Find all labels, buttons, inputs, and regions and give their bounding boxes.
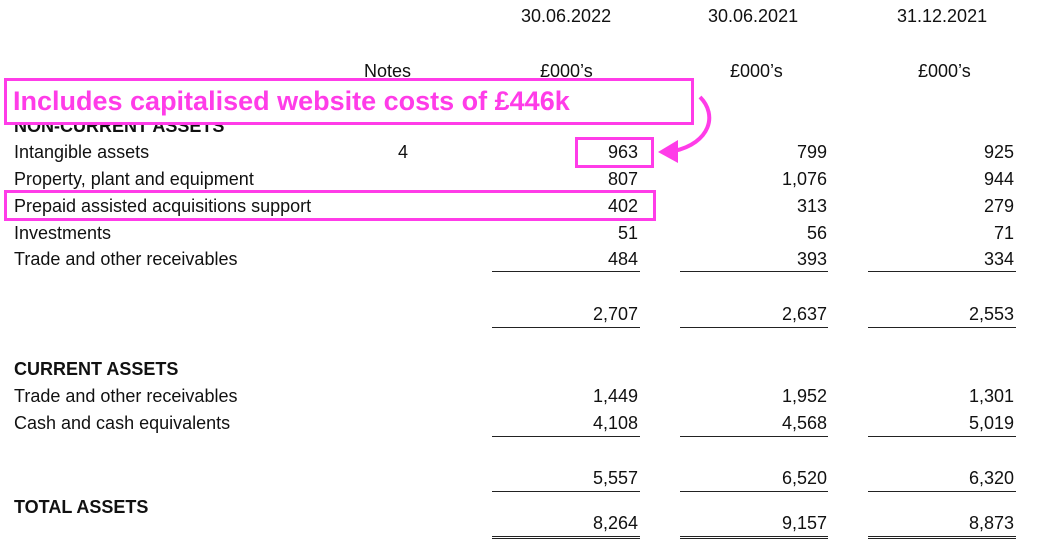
date-header-2021-12: 31.12.2021: [897, 6, 988, 26]
current-total-rule-col1: [492, 491, 640, 492]
non-current-total-col2: 2,637: [781, 304, 827, 324]
total-assets-col2: 9,157: [781, 513, 827, 533]
units-header-col2: £000’s: [730, 61, 783, 81]
value-investments-col2: 56: [806, 223, 827, 243]
value-trade-current-col1: 1,449: [592, 386, 638, 406]
date-header-2021-06: 30.06.2021: [708, 6, 799, 26]
total-assets-double-rule-col1: [492, 536, 640, 539]
current-subtotal-rule-col1: [492, 436, 640, 437]
value-investments-col3: 71: [993, 223, 1014, 243]
value-ppe-col2: 1,076: [781, 169, 827, 189]
non-current-total-col1: 2,707: [592, 304, 638, 324]
current-total-col3: 6,320: [968, 468, 1014, 488]
value-trade-nc-col2: 393: [796, 249, 827, 269]
value-cash-col1: 4,108: [592, 413, 638, 433]
total-assets-double-rule-col3: [868, 536, 1016, 539]
value-investments-col1: 51: [617, 223, 638, 243]
annotation-arrow-icon: [658, 95, 712, 163]
notes-header: Notes: [364, 61, 412, 81]
subtotal-rule-col2: [680, 271, 828, 272]
row-note-intangible-assets: 4: [398, 142, 409, 162]
annotation-callout: [4, 78, 694, 125]
annotation-text: Includes capitalised website costs of £4…: [13, 86, 570, 116]
total-rule-col2: [680, 327, 828, 328]
subtotal-rule-col3: [868, 271, 1016, 272]
value-intangible-col3: 925: [983, 142, 1014, 162]
row-label-cash: Cash and cash equivalents: [14, 413, 231, 433]
row-label-investments: Investments: [14, 223, 112, 243]
current-total-col1: 5,557: [592, 468, 638, 488]
current-total-col2: 6,520: [781, 468, 827, 488]
current-subtotal-rule-col3: [868, 436, 1016, 437]
highlight-intangible-value: [575, 137, 654, 168]
row-label-intangible-assets: Intangible assets: [14, 142, 150, 162]
current-subtotal-rule-col2: [680, 436, 828, 437]
value-prepaid-col1: 402: [607, 196, 638, 216]
value-trade-nc-col3: 334: [983, 249, 1014, 269]
date-header-2022-06: 30.06.2022: [521, 6, 612, 26]
value-prepaid-col2: 313: [796, 196, 827, 216]
current-assets-heading: CURRENT ASSETS: [14, 359, 179, 379]
subtotal-rule-col1: [492, 271, 640, 272]
row-label-trade-receivables-nc: Trade and other receivables: [14, 249, 238, 269]
value-intangible-col2: 799: [796, 142, 827, 162]
non-current-total-col3: 2,553: [968, 304, 1014, 324]
current-total-rule-col3: [868, 491, 1016, 492]
total-assets-double-rule-col2: [680, 536, 828, 539]
value-cash-col2: 4,568: [781, 413, 827, 433]
total-assets-label: TOTAL ASSETS: [14, 497, 149, 517]
units-header-col1: £000’s: [540, 61, 593, 81]
units-header-col3: £000’s: [918, 61, 971, 81]
value-cash-col3: 5,019: [968, 413, 1014, 433]
value-trade-nc-col1: 484: [607, 249, 638, 269]
row-label-prepaid-support: Prepaid assisted acquisitions support: [14, 196, 312, 216]
row-label-trade-receivables-current: Trade and other receivables: [14, 386, 238, 406]
total-assets-col3: 8,873: [968, 513, 1014, 533]
highlight-prepaid-row: [4, 190, 656, 221]
total-rule-col1: [492, 327, 640, 328]
value-ppe-col3: 944: [983, 169, 1014, 189]
total-rule-col3: [868, 327, 1016, 328]
value-prepaid-col3: 279: [983, 196, 1014, 216]
current-total-rule-col2: [680, 491, 828, 492]
value-trade-current-col2: 1,952: [781, 386, 827, 406]
value-ppe-col1: 807: [607, 169, 638, 189]
value-intangible-col1: 963: [607, 142, 638, 162]
value-trade-current-col3: 1,301: [968, 386, 1014, 406]
total-assets-col1: 8,264: [592, 513, 638, 533]
row-label-ppe: Property, plant and equipment: [14, 169, 254, 189]
